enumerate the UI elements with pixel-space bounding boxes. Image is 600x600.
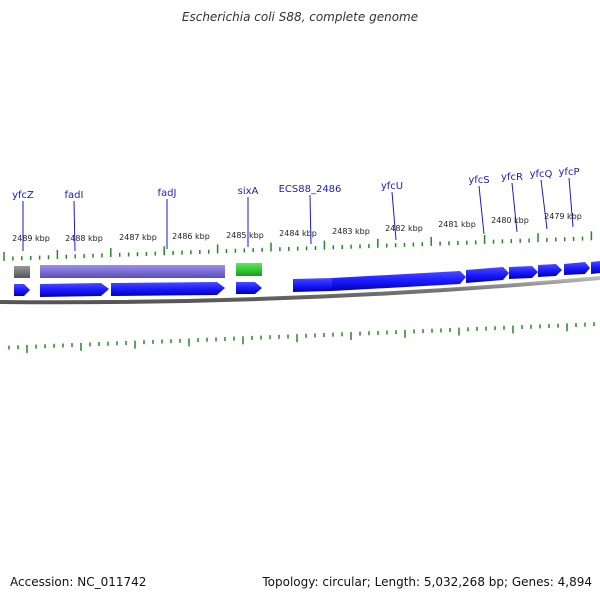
gene-arrow-yfcq[interactable] bbox=[538, 264, 562, 277]
gene-label[interactable]: yfcZ bbox=[12, 190, 34, 201]
gene-label-connector bbox=[309, 194, 312, 245]
scale-ticks-upper bbox=[3, 231, 593, 261]
gene-arrow-yfcs[interactable] bbox=[466, 267, 509, 283]
gene-feature-fadj-fadi[interactable] bbox=[40, 265, 225, 278]
gene-label[interactable]: fadI bbox=[65, 190, 84, 201]
scale-label: 2484 kbp bbox=[279, 229, 317, 238]
gene-arrow-sixa[interactable] bbox=[236, 282, 262, 294]
gene-label-connector bbox=[478, 185, 485, 235]
gene-label[interactable]: sixA bbox=[238, 186, 259, 197]
gene-label-connector bbox=[73, 200, 76, 252]
gene-feature-gray[interactable] bbox=[14, 266, 30, 278]
gene-label[interactable]: yfcU bbox=[381, 181, 403, 192]
gene-label-connector bbox=[391, 191, 397, 241]
genome-backbone bbox=[0, 276, 600, 305]
gene-feature-sixa[interactable] bbox=[236, 263, 262, 276]
gene-arrow-yfcu[interactable] bbox=[332, 271, 466, 291]
gene-label[interactable]: fadJ bbox=[158, 188, 177, 199]
page-title: Escherichia coli S88, complete genome bbox=[181, 10, 419, 24]
genome-summary: Topology: circular; Length: 5,032,268 bp… bbox=[262, 575, 592, 589]
gene-label-connector bbox=[568, 177, 574, 228]
gene-arrow-yfcr[interactable] bbox=[509, 266, 538, 279]
gene-arrow-yfcz[interactable] bbox=[14, 284, 30, 296]
accession-label: Accession: NC_011742 bbox=[10, 575, 147, 589]
gene-arrow-ecs88-2486[interactable] bbox=[293, 278, 332, 292]
gene-arrow-fadj[interactable] bbox=[111, 282, 225, 296]
scale-label: 2489 kbp bbox=[12, 234, 50, 243]
scale-labels: 2489 kbp 2488 kbp 2487 kbp 2486 kbp 2485 kbp… bbox=[12, 212, 582, 243]
scale-ticks-lower bbox=[8, 322, 595, 353]
gene-label[interactable]: yfcP bbox=[559, 167, 580, 178]
gene-arrow-fadi[interactable] bbox=[40, 283, 109, 297]
scale-label: 2488 kbp bbox=[65, 234, 103, 243]
scale-label: 2479 kbp bbox=[544, 212, 582, 221]
gene-arrow-yfcp[interactable] bbox=[564, 262, 590, 275]
gene-label[interactable]: yfcQ bbox=[530, 169, 553, 180]
scale-label: 2482 kbp bbox=[385, 224, 423, 233]
gene-label[interactable]: yfcS bbox=[468, 175, 489, 186]
gene-label[interactable]: ECS88_2486 bbox=[279, 184, 342, 195]
gene-labels: yfcZ fadI fadJ sixA ECS88_2486 yfcU yfcS yfcR yf… bbox=[12, 167, 580, 252]
scale-label: 2480 kbp bbox=[491, 216, 529, 225]
scale-label: 2486 kbp bbox=[172, 232, 210, 241]
gene-label[interactable]: yfcR bbox=[501, 172, 523, 183]
gene-label-connector bbox=[511, 182, 518, 233]
gene-label-connector bbox=[540, 179, 548, 230]
scale-label: 2483 kbp bbox=[332, 227, 370, 236]
scale-label: 2481 kbp bbox=[438, 220, 476, 229]
gene-arrow-edge[interactable] bbox=[591, 261, 600, 274]
scale-label: 2485 kbp bbox=[226, 231, 264, 240]
scale-label: 2487 kbp bbox=[119, 233, 157, 242]
